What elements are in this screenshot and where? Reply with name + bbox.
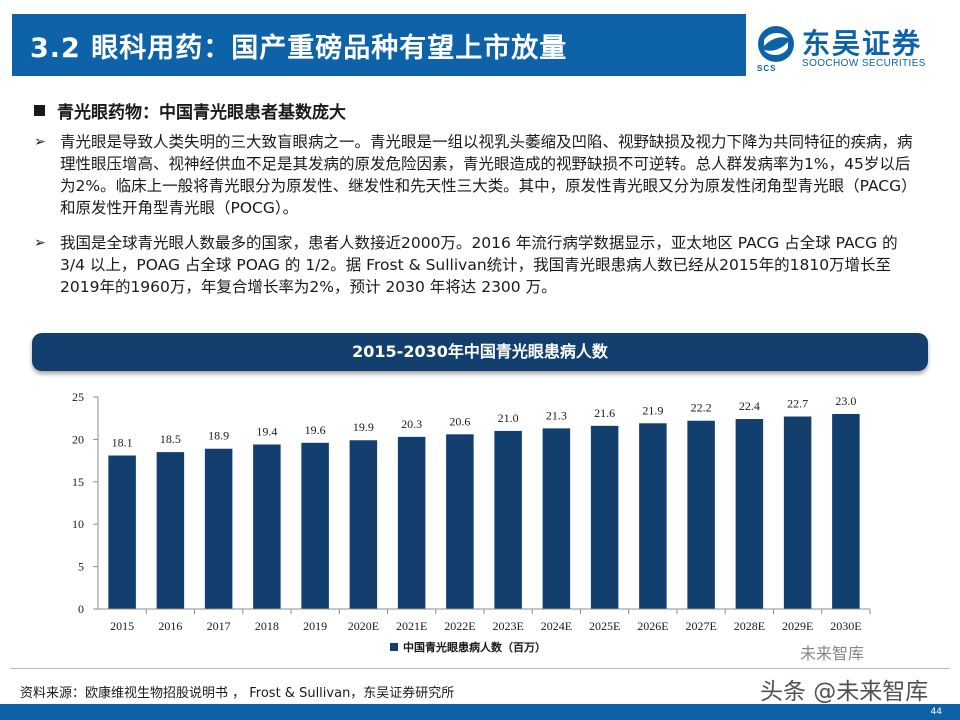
data-label: 21.6 (594, 406, 615, 420)
x-tick-label: 2020E (348, 619, 379, 633)
paragraph-text: 我国是全球青光眼人数最多的国家，患者人数接近2000万。2016 年流行病学数据… (60, 234, 898, 296)
bar (639, 423, 667, 609)
bar (832, 413, 860, 609)
arrow-bullet-icon: ➢ (34, 134, 46, 150)
arrow-bullet-icon: ➢ (34, 235, 46, 251)
x-tick-label: 2015 (110, 619, 134, 633)
x-tick-label: 2019 (303, 619, 327, 633)
chart-title-bar: 2015-2030年中国青光眼患病人数 (32, 333, 928, 371)
x-tick-label: 2029E (782, 619, 813, 633)
bar (253, 444, 281, 609)
bar (156, 452, 185, 609)
section-heading: 青光眼药物：中国青光眼患者基数庞大 (34, 98, 346, 123)
x-tick-label: 2030E (830, 619, 861, 633)
data-labels: 18.1 18.5 18.9 19.4 19.6 19.9 20.3 20.6 21.0 21.3… (112, 394, 857, 450)
bar (494, 430, 522, 609)
paragraph-text: 青光眼是导致人类失明的三大致盲眼病之一。青光眼是一组以视乳头萎缩及凹陷、视野缺损… (60, 133, 917, 217)
bar (108, 455, 136, 609)
watermark-small: 未来智库 (800, 644, 865, 663)
x-tick-label: 2024E (541, 619, 572, 633)
page-title: 3.2 眼科用药：国产重磅品种有望上市放量 (30, 33, 568, 64)
bar-chart: 0 5 10 15 20 25 18.1 18.5 18.9 19.4 19.6 19.9 20.3 2… (72, 390, 871, 654)
watermark: 头条 @未来智库 (760, 679, 929, 705)
footer-divider (10, 668, 950, 669)
footer-bar: 44 (0, 704, 960, 720)
x-tick-label: 2025E (589, 619, 620, 633)
x-tick-label: 2016 (158, 619, 182, 633)
source-note: 资料来源：欧康维视生物招股说明书 ， Frost & Sullivan，东吴证券… (20, 686, 455, 701)
data-label: 20.3 (401, 417, 422, 431)
data-label: 23.0 (835, 394, 856, 408)
bar (590, 425, 619, 609)
data-label: 19.6 (305, 423, 326, 437)
logo-mark-icon (758, 26, 794, 62)
bar (735, 419, 764, 609)
bar (542, 428, 571, 609)
logo-abbr: SCS (757, 64, 777, 73)
bar (349, 440, 378, 609)
bar (687, 420, 715, 609)
page-number: 44 (930, 707, 942, 717)
bar (446, 434, 474, 609)
y-axis: 0 5 10 15 20 25 (72, 390, 99, 616)
bar (301, 442, 329, 609)
data-label: 18.9 (208, 429, 229, 443)
data-label: 21.9 (642, 403, 663, 417)
data-label: 18.5 (160, 432, 181, 446)
logo-name-en: SOOCHOW SECURITIES (802, 58, 926, 69)
data-label: 19.4 (256, 424, 277, 438)
bar (204, 448, 233, 609)
x-tick-label: 2022E (444, 619, 475, 633)
bar (783, 416, 812, 609)
x-tick-label: 2021E (396, 619, 427, 633)
x-tick-label: 2028E (734, 619, 765, 633)
company-logo: 东吴证券 SOOCHOW SECURITIES SCS (754, 22, 950, 74)
paragraph-1: ➢ 青光眼是导致人类失明的三大致盲眼病之一。青光眼是一组以视乳头萎缩及凹陷、视野… (34, 131, 924, 219)
data-label: 22.7 (787, 397, 808, 411)
y-tick-label: 15 (72, 475, 84, 489)
paragraph-2: ➢ 我国是全球青光眼人数最多的国家，患者人数接近2000万。2016 年流行病学… (34, 232, 924, 298)
header-bar: 3.2 眼科用药：国产重磅品种有望上市放量 (12, 14, 746, 76)
chart-title: 2015-2030年中国青光眼患病人数 (352, 342, 608, 361)
legend-label: 中国青光眼患病人数（百万） (403, 640, 546, 654)
bar (397, 436, 426, 609)
x-tick-label: 2018 (255, 619, 279, 633)
legend: 中国青光眼患病人数（百万） (390, 640, 546, 654)
x-tick-label: 2026E (637, 619, 668, 633)
data-label: 18.1 (112, 436, 133, 450)
bar-series (108, 413, 860, 609)
x-tick-label: 2017 (207, 619, 231, 633)
data-label: 20.6 (449, 414, 470, 428)
square-bullet-icon (34, 105, 45, 116)
y-tick-label: 10 (72, 517, 84, 531)
data-label: 22.2 (691, 401, 712, 415)
data-label: 21.0 (498, 411, 519, 425)
logo-name-cn: 东吴证券 (802, 27, 923, 60)
y-tick-label: 25 (72, 390, 84, 404)
data-label: 21.3 (546, 408, 567, 422)
x-tick-label: 2023E (492, 619, 523, 633)
data-label: 22.4 (739, 399, 760, 413)
data-label: 19.9 (353, 420, 374, 434)
section-title: 青光眼药物：中国青光眼患者基数庞大 (57, 103, 346, 123)
y-tick-label: 20 (72, 432, 84, 446)
y-tick-label: 5 (78, 560, 84, 574)
legend-swatch (390, 643, 398, 651)
x-tick-label: 2027E (685, 619, 716, 633)
y-tick-label: 0 (78, 602, 84, 616)
x-axis: 2015 2016 2017 2018 2019 2020E 2021E 2022E 2023E… (98, 608, 871, 633)
